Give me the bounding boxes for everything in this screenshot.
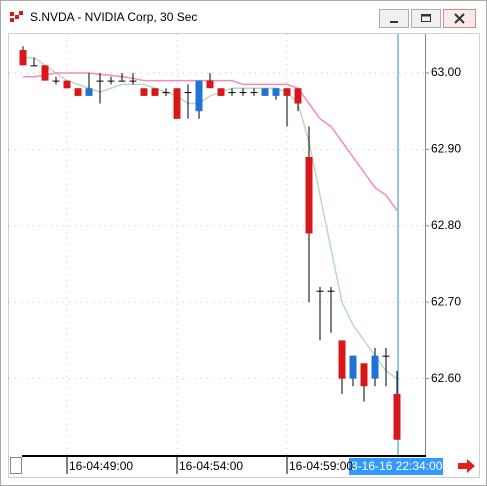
chart-panel xyxy=(8,33,480,478)
moving-average-line xyxy=(23,56,398,380)
candle-body xyxy=(195,80,203,112)
candle-body xyxy=(129,80,137,82)
close-button[interactable] xyxy=(443,9,476,28)
candle-body xyxy=(360,363,368,387)
candle-body xyxy=(74,88,82,96)
y-tick-label: 62.80 xyxy=(431,218,461,232)
x-tick-label: 16-04:59:00 xyxy=(289,459,353,473)
y-tick-label: 62.90 xyxy=(431,142,461,156)
candle-body xyxy=(327,290,335,292)
candle-body xyxy=(85,88,93,96)
candle-body xyxy=(305,157,313,234)
candle-body xyxy=(294,88,302,104)
candle-body xyxy=(371,355,379,379)
candle-body xyxy=(217,88,225,96)
candle-body xyxy=(107,80,115,82)
candle-body xyxy=(382,355,390,357)
candle-body xyxy=(228,92,236,94)
candle-body xyxy=(140,88,148,96)
candle-body xyxy=(338,340,346,379)
minimize-button[interactable] xyxy=(379,9,409,28)
candle-body xyxy=(162,92,170,94)
candle-body xyxy=(118,80,126,82)
cursor-label-box xyxy=(349,458,443,475)
candle-body xyxy=(250,92,258,94)
y-tick-label: 62.60 xyxy=(431,371,461,385)
window-title: S.NVDA - NVIDIA Corp, 30 Sec xyxy=(30,10,197,24)
plot: 62.60 62.70 62.80 62.90 63.00 16-04:49:00 16-0… xyxy=(9,34,461,474)
candle-body xyxy=(283,88,291,96)
candle-body xyxy=(19,50,27,66)
cursor-label: 8-16-16 22:34:00 xyxy=(351,459,443,473)
y-tick-label: 63.00 xyxy=(431,65,461,79)
x-tick-label: 16-04:54:00 xyxy=(179,459,243,473)
candle-body xyxy=(184,92,192,94)
title-icon xyxy=(10,11,23,22)
scroll-right-arrow[interactable] xyxy=(458,459,475,473)
scroll-thumb[interactable] xyxy=(10,457,22,474)
candle-body xyxy=(206,80,214,89)
x-tick-label: 16-04:49:00 xyxy=(69,459,133,473)
candle-body xyxy=(173,88,181,119)
y-tick-label: 62.70 xyxy=(431,294,461,308)
candle-body xyxy=(52,80,60,82)
candle-body xyxy=(316,290,324,292)
candle-body xyxy=(151,88,159,96)
candle-body xyxy=(41,65,49,81)
candle-body xyxy=(239,92,247,94)
candle-body xyxy=(63,80,71,89)
candle-body xyxy=(30,65,38,67)
candle-body xyxy=(393,393,401,440)
maximize-button[interactable] xyxy=(411,9,441,28)
candle-body xyxy=(349,355,357,379)
candle-body xyxy=(96,80,104,82)
candle-body xyxy=(261,88,269,96)
candle-body xyxy=(272,88,280,96)
